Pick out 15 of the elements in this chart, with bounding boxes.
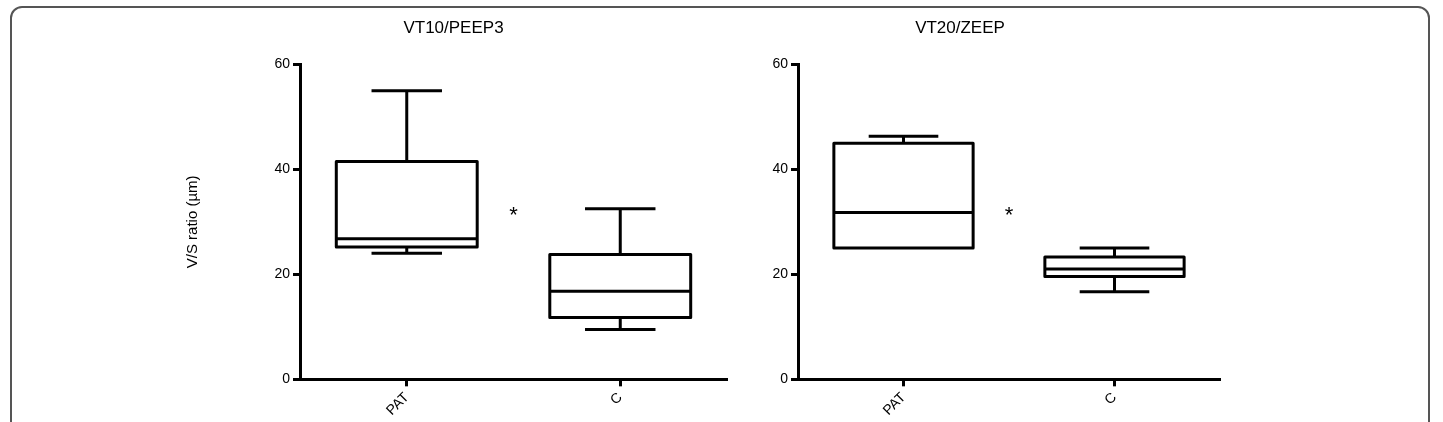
- y-tick-label: 0: [780, 370, 789, 387]
- y-axis-title: V/S ratio (µm): [183, 175, 201, 269]
- y-tick-label: 0: [282, 370, 291, 387]
- chart-title: VT10/PEEP3: [403, 17, 504, 37]
- y-tick-label: 40: [772, 160, 789, 177]
- y-tick-label: 60: [772, 55, 789, 72]
- x-tick-label: C: [1100, 388, 1120, 408]
- y-tick-label: 40: [274, 160, 291, 177]
- y-tick-label: 20: [274, 265, 291, 282]
- annotation: *: [1004, 201, 1014, 227]
- x-tick-label: C: [606, 388, 626, 408]
- annotation: *: [509, 201, 519, 227]
- y-tick-label: 60: [274, 55, 291, 72]
- chart-title: VT20/ZEEP: [915, 17, 1005, 37]
- y-tick-label: 20: [772, 265, 789, 282]
